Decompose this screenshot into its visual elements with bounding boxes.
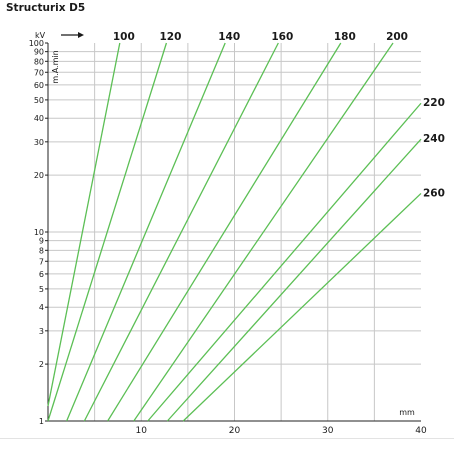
series-label-200kv: 200 <box>386 31 408 43</box>
y-tick-label: 3 <box>39 327 44 336</box>
series-line-160kv <box>83 42 279 422</box>
series-label-220kv: 220 <box>423 97 445 109</box>
y-tick-label: 60 <box>34 81 44 90</box>
series-label-160kv: 160 <box>271 31 293 43</box>
y-tick-label: 10 <box>34 228 44 237</box>
series-line-220kv <box>147 102 422 422</box>
y-tick-label: 50 <box>34 96 44 105</box>
y-tick-label: 7 <box>39 257 44 266</box>
kv-label: kV <box>35 31 46 40</box>
y-tick-label: 40 <box>34 114 44 123</box>
series-line-240kv <box>166 138 422 422</box>
x-tick-label: 30 <box>322 426 334 436</box>
y-tick-label: 30 <box>34 138 44 147</box>
y-tick-label: 70 <box>34 68 44 77</box>
series-label-260kv: 260 <box>423 187 445 199</box>
y-tick-label: 5 <box>39 285 44 294</box>
y-tick-label: 1 <box>39 417 44 426</box>
y-tick-label: 100 <box>29 39 44 48</box>
y-tick-label: 80 <box>34 57 44 66</box>
x-tick-label: 40 <box>415 426 427 436</box>
series-line-180kv <box>107 42 342 422</box>
y-tick-label: 90 <box>34 48 44 57</box>
chart-grid <box>48 43 421 421</box>
y-tick-label: 20 <box>34 171 44 180</box>
y-tick-label: 9 <box>39 237 44 246</box>
kv-arrow-head <box>78 32 84 38</box>
series-label-240kv: 240 <box>423 133 445 145</box>
series-line-200kv <box>133 42 394 422</box>
series-label-100kv: 100 <box>113 31 135 43</box>
y-tick-label: 6 <box>39 270 44 279</box>
plot-frame <box>45 42 421 422</box>
y-axis-label: m.A.min <box>51 50 60 83</box>
page-title: Structurix D5 <box>6 2 86 14</box>
x-tick-label: 20 <box>229 426 241 436</box>
series-line-140kv <box>66 42 226 422</box>
series-label-180kv: 180 <box>334 31 356 43</box>
bottom-divider <box>0 438 454 439</box>
x-tick-label: 10 <box>136 426 148 436</box>
series-label-120kv: 120 <box>159 31 181 43</box>
x-axis-label: mm <box>399 408 415 417</box>
series-line-120kv <box>47 42 168 422</box>
y-tick-label: 2 <box>39 360 44 369</box>
chart-series-lines <box>47 42 422 422</box>
series-line-260kv <box>182 192 422 422</box>
series-label-140kv: 140 <box>218 31 240 43</box>
series-line-100kv <box>47 42 121 407</box>
y-tick-label: 8 <box>39 246 44 255</box>
y-tick-label: 4 <box>39 303 44 312</box>
